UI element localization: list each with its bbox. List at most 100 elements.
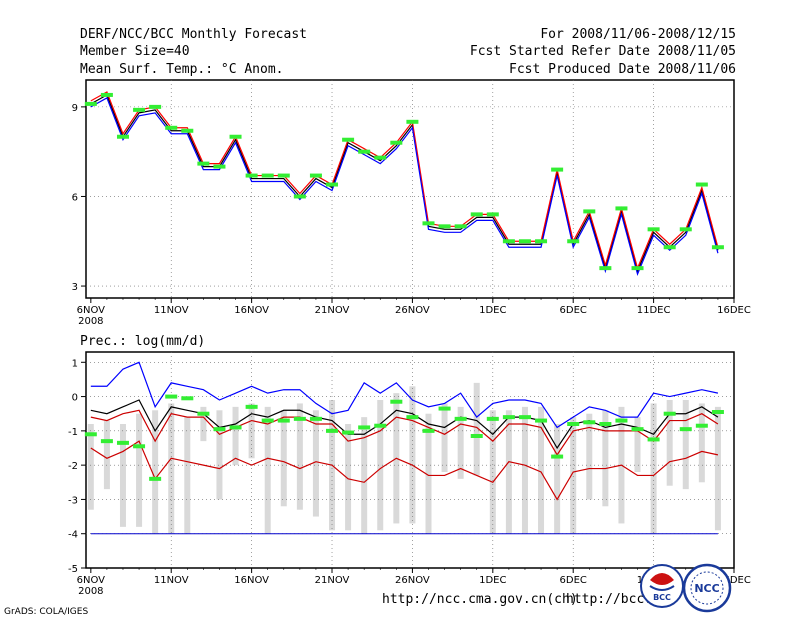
series-line-upper-member <box>90 409 719 456</box>
ncc-logo-text: NCC <box>694 582 719 595</box>
observed-marker <box>502 415 515 420</box>
observed-marker <box>535 239 548 244</box>
x-tick-label: 6DEC <box>560 575 587 586</box>
x-tick-label: 16DEC <box>717 305 751 316</box>
observed-marker <box>679 427 692 432</box>
observed-marker <box>133 107 146 112</box>
temperature-panel: 3 6 9 6NOV 11NOV 16NOV 21NOV 26NOV 1DEC 6DEC 11DEC… <box>72 79 751 327</box>
range-bar <box>248 403 255 459</box>
observed-marker <box>309 416 322 421</box>
x-tick-label: 1DEC <box>479 575 506 586</box>
observed-marker <box>197 161 210 166</box>
observed-marker <box>454 416 467 421</box>
observed-marker <box>502 239 515 244</box>
observed-marker <box>181 128 194 133</box>
observed-marker <box>486 416 499 421</box>
range-bar <box>200 406 207 442</box>
ncc-logo: NCC <box>682 563 732 613</box>
range-bar <box>602 410 609 507</box>
observed-marker <box>261 173 274 178</box>
observed-marker <box>100 439 113 444</box>
observed-marker <box>695 423 708 428</box>
range-bar <box>232 406 239 466</box>
y-tick-label: 3 <box>72 282 78 293</box>
series-line-lower-member <box>90 440 719 501</box>
range-bar <box>184 417 191 534</box>
ncc-url: http://ncc.cma.gov.cn(ch) <box>382 592 578 607</box>
x-tick-label: 11DEC <box>637 305 671 316</box>
y-tick-label: -3 <box>68 495 78 506</box>
range-bar <box>87 424 94 510</box>
observed-marker <box>342 430 355 435</box>
observed-marker <box>374 155 387 160</box>
range-bar <box>521 406 528 534</box>
observed-marker <box>422 221 435 226</box>
forecast-period: For 2008/11/06-2008/12/15 <box>540 27 736 42</box>
observed-marker <box>438 406 451 411</box>
observed-marker <box>454 224 467 229</box>
precip-title: Prec.: log(mm/d) <box>80 334 205 349</box>
range-bar <box>425 413 432 534</box>
x-tick-label: 6NOV <box>77 575 106 586</box>
observed-marker <box>551 167 564 172</box>
range-bar <box>714 406 721 531</box>
grads-credit: GrADS: COLA/IGES <box>4 607 88 617</box>
x-year-label: 2008 <box>78 586 103 597</box>
observed-marker <box>615 418 628 423</box>
observed-marker <box>277 173 290 178</box>
range-bar <box>264 406 271 534</box>
observed-marker <box>422 428 435 433</box>
range-bar <box>505 410 512 534</box>
observed-marker <box>663 411 676 416</box>
observed-marker <box>100 92 113 97</box>
observed-marker <box>84 101 97 106</box>
range-bar <box>682 400 689 490</box>
observed-marker <box>470 212 483 217</box>
y-tick-label: -4 <box>68 530 78 541</box>
x-tick-label: 6DEC <box>560 305 587 316</box>
observed-marker <box>486 212 499 217</box>
range-bar <box>377 400 384 531</box>
observed-marker <box>342 137 355 142</box>
range-bar <box>538 406 545 534</box>
range-bar <box>554 424 561 534</box>
y-tick-label: 0 <box>72 393 78 404</box>
observed-marker <box>406 119 419 124</box>
observed-marker <box>631 427 644 432</box>
bcc-logo: BCC <box>640 564 684 608</box>
observed-marker <box>647 437 660 442</box>
observed-marker <box>133 444 146 449</box>
observed-marker <box>309 173 322 178</box>
observed-marker <box>390 140 403 145</box>
range-bar <box>441 403 448 472</box>
observed-marker <box>326 428 339 433</box>
observed-marker <box>535 418 548 423</box>
observed-marker <box>518 415 531 420</box>
observed-marker <box>470 434 483 438</box>
variable-label: Mean Surf. Temp.: °C Anom. <box>80 62 284 77</box>
temperature-frame <box>85 79 735 299</box>
x-tick-label: 16DEC <box>717 575 751 586</box>
observed-marker <box>615 206 628 211</box>
range-bar <box>136 413 143 527</box>
range-bar <box>473 382 480 476</box>
series-line-lower-member <box>90 97 719 276</box>
observed-marker <box>293 416 306 421</box>
member-size-label: Member Size=40 <box>80 44 190 59</box>
bcc-url: http://bcc.c <box>566 592 660 607</box>
range-bar <box>361 417 368 534</box>
x-tick-label: 1DEC <box>479 305 506 316</box>
observed-marker <box>374 423 387 428</box>
observed-marker <box>518 239 531 244</box>
y-tick-label: 9 <box>72 103 78 114</box>
range-bar <box>457 406 464 479</box>
range-bar <box>634 417 641 472</box>
observed-marker <box>695 182 708 187</box>
observed-marker <box>679 227 692 232</box>
observed-marker <box>567 422 580 426</box>
observed-marker <box>583 209 596 214</box>
observed-marker <box>663 245 676 250</box>
chart-title: DERF/NCC/BCC Monthly Forecast <box>80 27 307 42</box>
observed-marker <box>116 440 129 445</box>
